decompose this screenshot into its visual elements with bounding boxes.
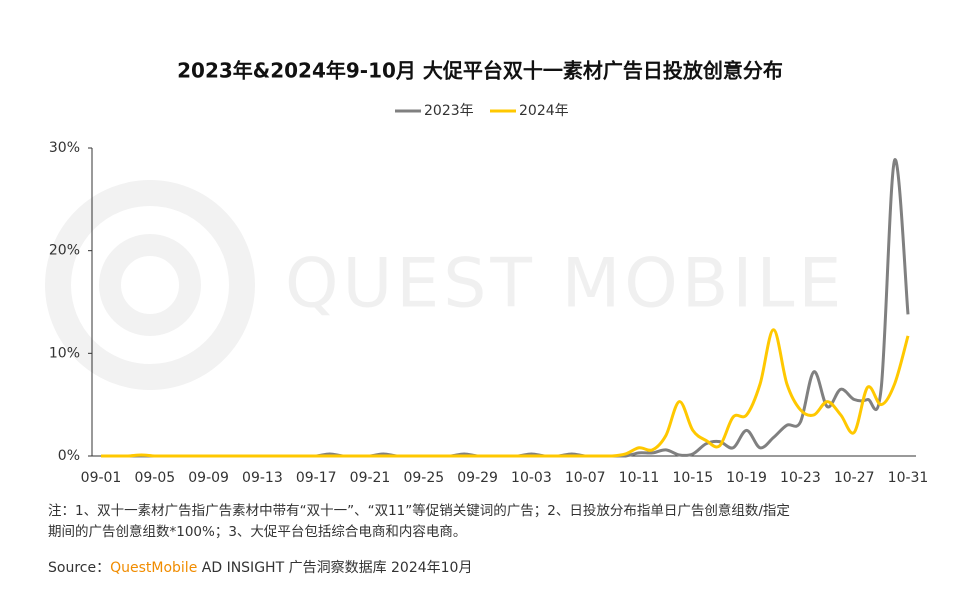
x-tick-label: 10-27 [834,470,875,486]
note: 注：1、双十一素材广告指广告素材中带有“双十一”、“双11”等促销关键词的广告；… [48,502,790,519]
x-tick-label: 10-07 [565,470,606,486]
source-text: AD INSIGHT 广告洞察数据库 2024年10月 [197,559,472,576]
x-tick-label: 09-21 [350,470,391,486]
source-brand: QuestMobile [110,560,197,576]
x-tick-label: 09-17 [296,470,337,486]
y-tick-label: 0% [58,448,80,464]
x-tick-label: 10-03 [511,470,552,486]
watermark: QUEST MOBILE [45,180,845,390]
note: 期间的广告创意组数*100%；3、大促平台包括综合电商和内容电商。 [48,523,466,540]
x-tick-label: 09-13 [242,470,283,486]
x-tick-label: 09-05 [134,470,175,486]
y-tick-label: 10% [49,345,80,361]
legend-label: 2023年 [424,103,474,119]
y-tick-label: 20% [49,243,80,259]
x-tick-label: 10-23 [780,470,821,486]
chart-title: 2023年&2024年9-10月 大促平台双十一素材广告日投放创意分布 [177,59,783,83]
watermark-logo [45,180,255,390]
watermark-logo [99,234,201,336]
x-tick-label: 10-15 [672,470,713,486]
watermark-text: QUEST MOBILE [285,245,845,324]
x-tick-label: 09-09 [188,470,229,486]
x-tick-label: 10-19 [726,470,767,486]
series-line [101,328,910,458]
x-tick-label: 09-25 [403,470,444,486]
legend-label: 2024年 [519,103,569,119]
y-tick-label: 30% [49,140,80,156]
x-tick-label: 10-31 [888,470,929,486]
x-tick-label: 09-29 [457,470,498,486]
source-label: Source： [48,560,110,576]
x-tick-label: 10-11 [619,470,660,486]
x-tick-label: 09-01 [81,470,122,486]
source: Source：QuestMobile AD INSIGHT 广告洞察数据库 20… [48,559,472,576]
